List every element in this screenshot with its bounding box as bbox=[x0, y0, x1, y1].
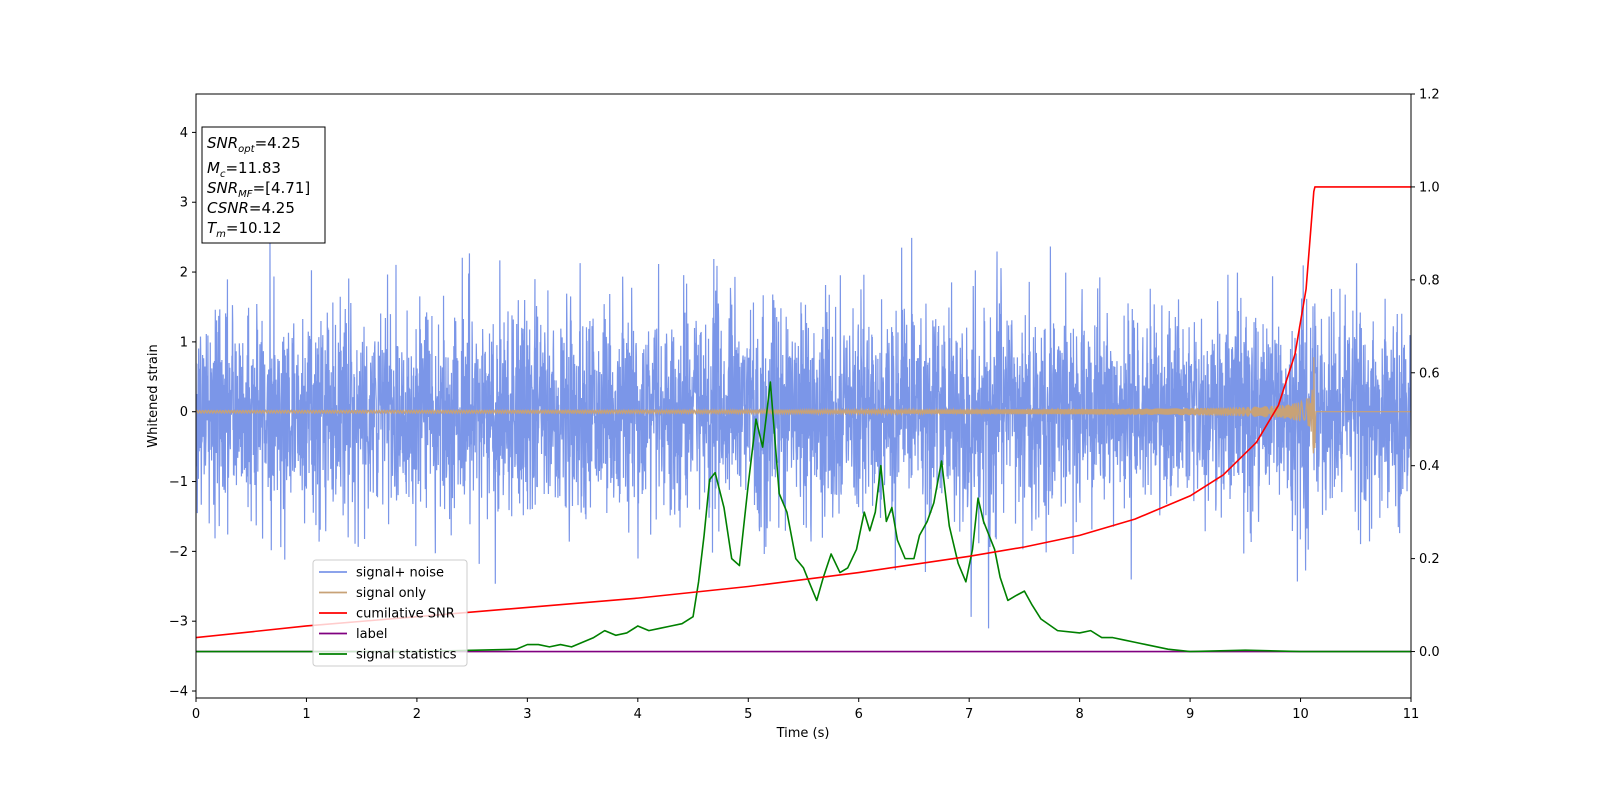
y2-tick-label: 0.6 bbox=[1419, 366, 1440, 381]
y2-tick-label: 0.2 bbox=[1419, 552, 1440, 567]
x-tick-label: 2 bbox=[413, 707, 421, 722]
legend-label: signal only bbox=[356, 586, 426, 601]
y-tick-label: −2 bbox=[169, 545, 188, 560]
annotation-line: Tm=10.12 bbox=[207, 219, 281, 240]
y2-tick-label: 0.0 bbox=[1419, 645, 1440, 660]
series-signal-only bbox=[196, 357, 1411, 454]
annotation-line: SNRopt=4.25 bbox=[207, 134, 301, 155]
y-tick-label: 0 bbox=[180, 405, 188, 420]
legend-label: signal statistics bbox=[356, 648, 457, 663]
y-tick-label: 4 bbox=[180, 126, 188, 141]
y-tick-label: 1 bbox=[180, 335, 188, 350]
annotation-line: SNRMF=[4.71] bbox=[207, 179, 310, 200]
legend-label: cumilative SNR bbox=[356, 607, 455, 622]
annotation-box: SNRopt=4.25 Mc=11.83SNRMF=[4.71]CSNR=4.25… bbox=[201, 126, 326, 244]
plot-frame bbox=[195, 93, 1412, 699]
series-signal-noise bbox=[196, 237, 1411, 629]
annotation-line: CSNR=4.25 bbox=[207, 199, 295, 217]
x-tick-label: 5 bbox=[744, 707, 752, 722]
x-tick-label: 0 bbox=[192, 707, 200, 722]
legend-frame bbox=[312, 559, 468, 667]
series-cumulative-snr bbox=[196, 186, 1411, 639]
x-tick-label: 11 bbox=[1403, 707, 1420, 722]
x-axis-ticks: 0 1 2 3 4 5 6 7 8 9 10 11 bbox=[192, 698, 1419, 722]
legend-label: label bbox=[356, 627, 387, 642]
y-tick-label: 2 bbox=[180, 266, 188, 281]
y-tick-label: −1 bbox=[169, 475, 188, 490]
x-tick-label: 10 bbox=[1292, 707, 1309, 722]
legend-label: signal+ noise bbox=[356, 566, 444, 581]
y2-axis-ticks: 0.0 0.2 0.4 0.6 0.8 1.0 1.2 bbox=[1411, 88, 1440, 660]
y2-tick-label: 0.8 bbox=[1419, 273, 1440, 288]
y-tick-label: 3 bbox=[180, 196, 188, 211]
series-signal-statistics bbox=[196, 381, 1411, 653]
x-tick-label: 8 bbox=[1075, 707, 1083, 722]
x-tick-label: 3 bbox=[523, 707, 531, 722]
y2-tick-label: 1.2 bbox=[1419, 88, 1440, 103]
annotation-frame bbox=[201, 126, 326, 244]
y-tick-label: −4 bbox=[169, 685, 188, 700]
annotation-line: Mc=11.83 bbox=[207, 159, 281, 180]
y-axis-ticks: −4 −3 −2 −1 0 1 2 3 4 bbox=[169, 126, 196, 700]
x-tick-label: 9 bbox=[1186, 707, 1194, 722]
y2-tick-label: 1.0 bbox=[1419, 180, 1440, 195]
y2-tick-label: 0.4 bbox=[1419, 459, 1440, 474]
legend: signal+ noise signal only cumilative SNR la… bbox=[312, 559, 468, 667]
x-tick-label: 1 bbox=[302, 707, 310, 722]
x-tick-label: 7 bbox=[965, 707, 973, 722]
x-tick-label: 6 bbox=[855, 707, 863, 722]
y-axis-label: Whitened strain bbox=[146, 344, 161, 447]
y-tick-label: −3 bbox=[169, 615, 188, 630]
x-tick-label: 4 bbox=[634, 707, 642, 722]
x-axis-label: Time (s) bbox=[776, 726, 830, 741]
